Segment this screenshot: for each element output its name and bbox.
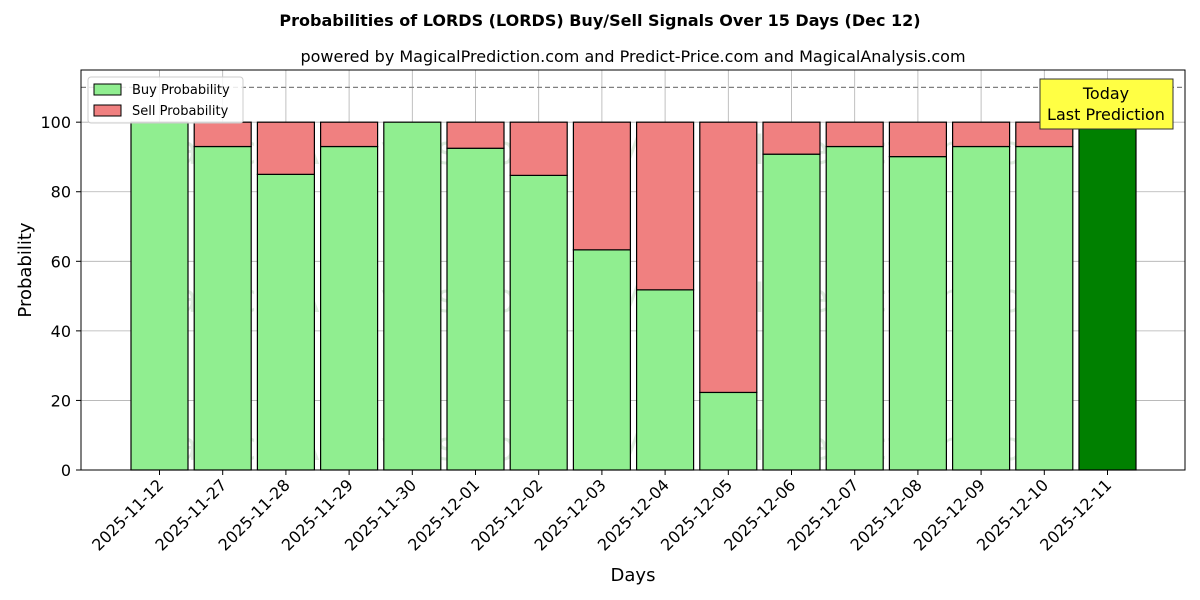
buy-bar: [320, 145, 379, 471]
buy-bar: [130, 121, 189, 471]
sell-bar: [320, 121, 379, 148]
annotation-text: Last Prediction: [1047, 105, 1165, 124]
x-axis-ticks: 2025-11-122025-11-272025-11-282025-11-29…: [88, 470, 1115, 555]
sell-bar: [825, 121, 884, 148]
annotation-text: Today: [1082, 84, 1129, 103]
buy-bar: [951, 145, 1011, 471]
y-tick-label: 0: [61, 461, 71, 480]
annotation-box: [1039, 78, 1174, 130]
chart-subtitle: powered by MagicalPrediction.com and Pre…: [300, 47, 965, 66]
buy-bar: [572, 249, 632, 471]
y-axis-ticks: 0 20 40 60 80 100: [40, 113, 81, 480]
legend-swatch: [93, 104, 122, 117]
buy-bar: [383, 121, 442, 471]
buy-bar: [635, 289, 695, 471]
buy-bar: [825, 145, 884, 471]
legend-swatch: [93, 83, 122, 96]
x-axis-title: Days: [611, 565, 656, 586]
y-tick-label: 20: [51, 391, 71, 410]
sell-bar: [572, 121, 632, 251]
buy-bar: [1015, 145, 1074, 471]
sell-bar: [193, 121, 252, 148]
legend-label: Sell Probability: [132, 104, 229, 119]
sell-bar: [951, 121, 1011, 148]
y-tick-label: 60: [51, 252, 71, 271]
sell-bar: [762, 121, 821, 155]
buy-bar: [509, 174, 568, 471]
bars: [130, 121, 1137, 471]
buy-bar: [762, 153, 821, 471]
y-tick-label: 80: [51, 183, 71, 202]
buy-bar: [699, 391, 758, 471]
buy-bar: [888, 156, 948, 471]
sell-bar: [256, 121, 315, 175]
sell-bar: [699, 121, 758, 394]
buy-bar: [256, 173, 315, 471]
y-tick-label: 100: [40, 113, 71, 132]
y-tick-label: 40: [51, 322, 71, 341]
sell-bar: [888, 121, 948, 158]
plot-frame: [80, 69, 1186, 471]
legend-box: [87, 76, 244, 124]
sell-bar: [446, 121, 505, 149]
legend-label: Buy Probability: [132, 83, 230, 98]
buy-bar: [1078, 121, 1137, 471]
buy-bar: [193, 145, 252, 471]
chart-title: Probabilities of LORDS (LORDS) Buy/Sell …: [279, 11, 920, 30]
sell-bar: [509, 121, 568, 176]
today-annotation: Today Last Prediction: [1039, 78, 1174, 130]
legend: Buy Probability Sell Probability: [87, 76, 244, 124]
y-axis-title: Probability: [15, 222, 36, 317]
buy-bar: [446, 147, 505, 471]
sell-bar: [635, 121, 695, 291]
